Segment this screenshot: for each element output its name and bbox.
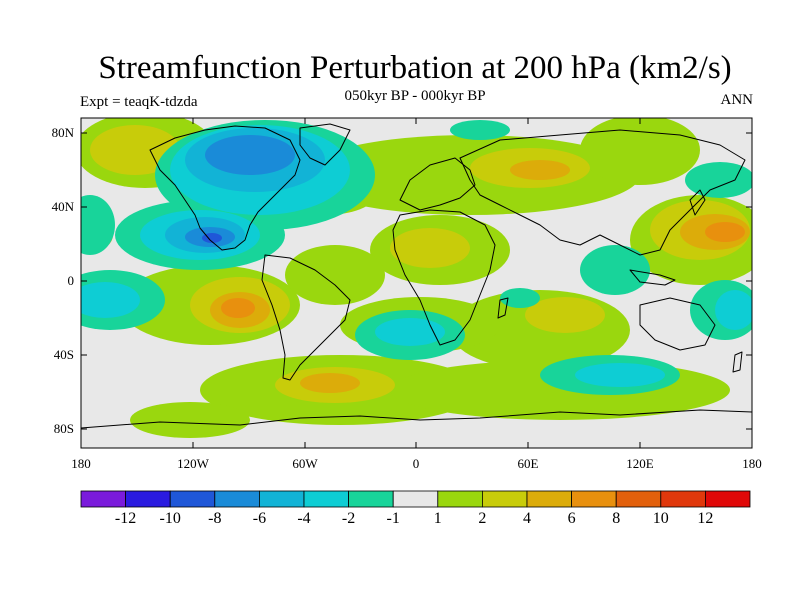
negative-regions-level4 [185,135,295,247]
positive-regions-level4 [221,222,745,318]
colorbar-swatch [437,490,483,508]
colorbar-label: -1 [387,510,400,527]
colorbar-label: -4 [297,510,310,527]
colorbar-swatch [481,490,528,508]
colorbar-swatch [392,490,439,508]
lon-label: 0 [413,456,420,471]
latitude-axis: 80N 40N 0 40S 80S [52,125,752,436]
colorbar-label: -8 [208,510,221,527]
map-subtitle: 050kyr BP - 000kyr BP [344,88,486,104]
lon-label: 60E [518,456,539,471]
lat-label: 40N [52,199,75,214]
colorbar-label: 6 [568,510,576,527]
colorbar-label: -6 [253,510,266,527]
season-label: ANN [720,92,754,108]
colorbar-swatch [615,490,662,508]
colorbar-swatch [80,490,126,508]
colorbar-swatch [660,490,706,508]
coastlines [81,123,752,429]
lat-label: 80N [52,125,75,140]
colorbar-swatch [214,490,260,508]
colorbar-swatch [526,490,572,508]
lon-label: 180 [742,456,762,471]
colorbar-label: 12 [697,510,713,527]
lat-label: 40S [54,347,74,362]
colorbar-label: 1 [434,510,442,527]
map-title: Streamfunction Perturbation at 200 hPa (… [98,50,732,86]
colorbar-swatch [303,490,349,508]
colorbar-swatch [125,490,171,508]
colorbar-label: -10 [160,510,181,527]
experiment-label: Expt = teaqK-tdzda [80,94,198,110]
colorbar-label: -12 [115,510,136,527]
colorbar-swatch [571,490,617,508]
longitude-axis: 180 120W 60W 0 60E 120E 180 [71,118,762,471]
lon-label: 60W [292,456,318,471]
colorbar-label: 8 [612,510,620,527]
colorbar-label: 10 [653,510,669,527]
contour-field [81,118,752,448]
lat-label: 80S [54,421,74,436]
lon-label: 180 [71,456,91,471]
colorbar-swatch [258,490,305,508]
lon-label: 120W [177,456,210,471]
lat-label: 0 [68,273,75,288]
lon-label: 120E [626,456,654,471]
colorbar: -12 -10 -8 -6 -4 -2 -1 1 2 4 6 8 10 12 [80,490,751,527]
colorbar-swatch [169,490,216,508]
colorbar-swatch [705,490,751,508]
colorbar-label: 2 [478,510,486,527]
negative-regions-level5 [202,233,222,243]
colorbar-label: 4 [523,510,531,527]
colorbar-label: -2 [342,510,355,527]
colorbar-swatch [348,490,394,508]
